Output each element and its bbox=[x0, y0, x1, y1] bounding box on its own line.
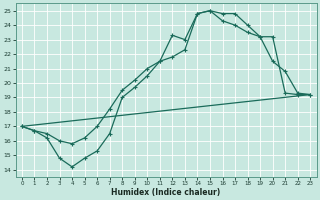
X-axis label: Humidex (Indice chaleur): Humidex (Indice chaleur) bbox=[111, 188, 221, 197]
